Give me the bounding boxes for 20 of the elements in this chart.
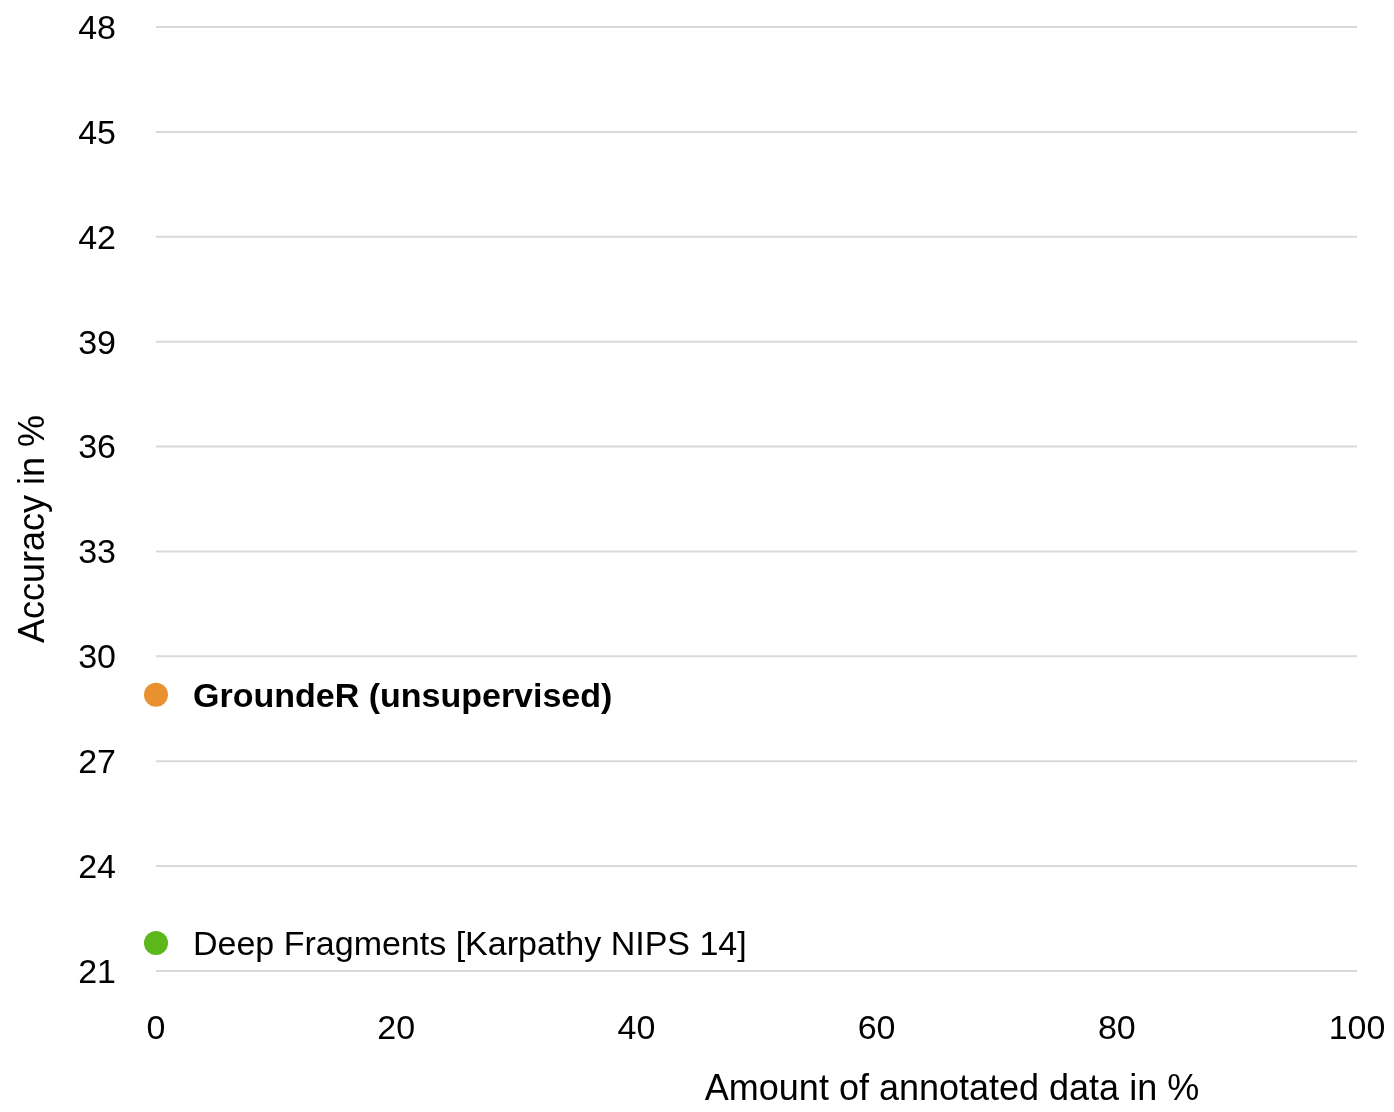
x-tick-label: 0 [146, 1007, 166, 1046]
y-tick-label: 39 [78, 322, 116, 361]
y-tick-label: 36 [78, 427, 116, 466]
y-tick-label: 45 [78, 112, 116, 151]
x-tick-label: 20 [377, 1007, 416, 1046]
x-tick-label: 100 [1328, 1007, 1386, 1046]
y-tick-label: 30 [78, 637, 116, 676]
y-tick-label: 48 [78, 7, 116, 46]
y-tick-label: 42 [78, 217, 116, 256]
x-tick-label: 80 [1097, 1007, 1136, 1046]
y-tick-label: 24 [78, 847, 116, 886]
y-axis-title: Accuracy in % [11, 414, 52, 644]
x-tick-label: 40 [617, 1007, 656, 1046]
y-tick-label: 33 [78, 532, 116, 571]
series-label: Deep Fragments [Karpathy NIPS 14] [193, 923, 747, 962]
x-tick-label: 60 [857, 1007, 896, 1046]
series-label: GroundeR (unsupervised) [193, 675, 613, 714]
y-tick-label: 27 [78, 742, 116, 781]
x-axis-title: Amount of annotated data in % [704, 1067, 1200, 1108]
y-tick-label: 21 [78, 951, 116, 990]
